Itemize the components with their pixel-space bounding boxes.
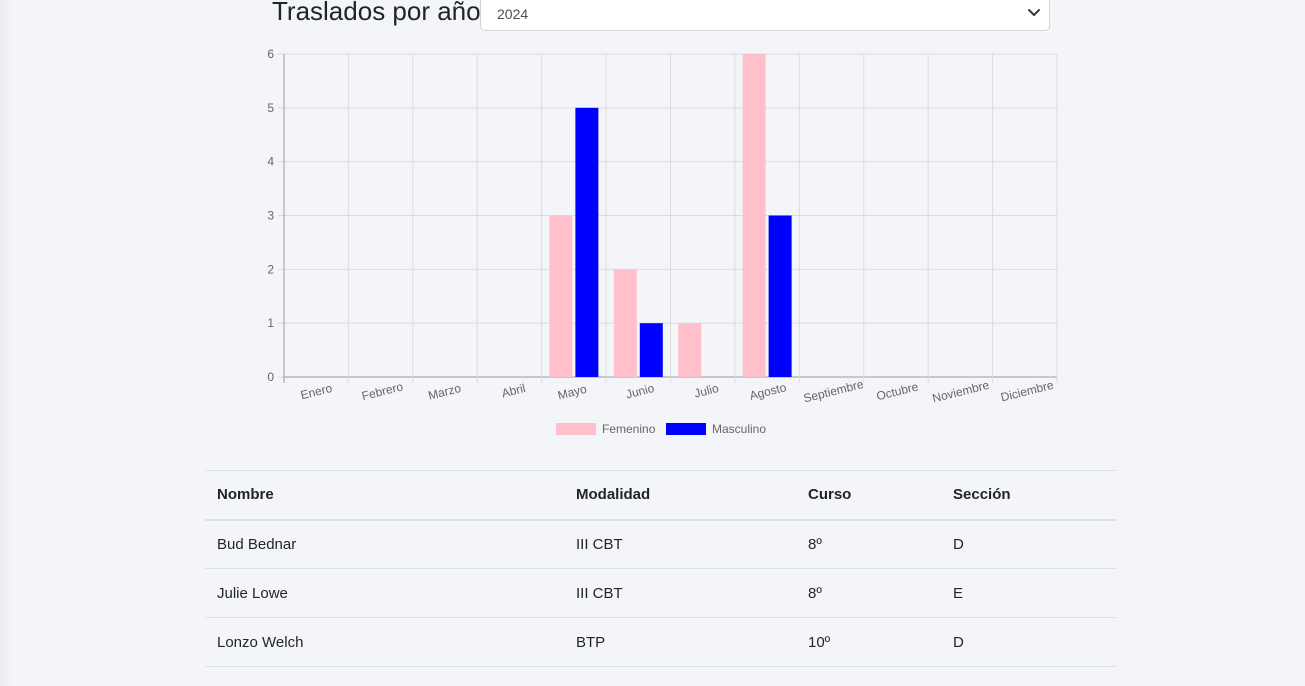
table-header-row: Nombre Modalidad Curso Sección (205, 470, 1116, 520)
year-select-value: 2024 (497, 6, 529, 22)
bar-masculino-junio (639, 323, 663, 377)
legend-swatch-femenino (556, 423, 596, 435)
chevron-down-icon (1028, 9, 1040, 16)
bar-femenino-agosto (742, 54, 766, 377)
cell-seccion: E (953, 584, 964, 602)
bar-femenino-junio (613, 269, 637, 377)
column-header-nombre[interactable]: Nombre (217, 486, 274, 504)
bar-masculino-mayo (575, 107, 599, 377)
x-tick-label: Mayo (556, 382, 588, 403)
y-tick-label: 1 (267, 316, 274, 330)
cell-modalidad: III CBT (576, 535, 623, 553)
column-header-curso[interactable]: Curso (808, 486, 852, 504)
cell-nombre: Lonzo Welch (217, 633, 304, 651)
y-tick-label: 5 (267, 101, 274, 115)
x-tick-label: Febrero (360, 379, 404, 403)
bar-femenino-mayo (549, 215, 573, 377)
x-tick-label: Abril (500, 381, 527, 400)
x-tick-label: Noviembre (931, 378, 991, 406)
page-edge-shadow (0, 0, 12, 686)
bar-femenino-julio (678, 323, 702, 377)
cell-curso: 8º (808, 584, 822, 602)
year-select[interactable]: 2024 (480, 0, 1050, 31)
bar-chart: 0 1 2 3 4 5 6 Enero Febrero Marzo Abril Mayo Junio Ju… (267, 47, 1058, 436)
column-header-seccion[interactable]: Sección (953, 486, 1011, 504)
x-tick-label: Septiembre (802, 377, 865, 406)
table-row: Bud Bednar III CBT 8º D (205, 520, 1116, 569)
x-tick-label: Diciembre (999, 378, 1055, 405)
traslados-table: Nombre Modalidad Curso Sección Bud Bedna… (205, 470, 1116, 667)
cell-nombre: Bud Bednar (217, 535, 297, 553)
cell-seccion: D (953, 535, 964, 553)
y-tick-label: 0 (267, 370, 274, 384)
legend-swatch-masculino (666, 423, 706, 435)
cell-nombre: Julie Lowe (217, 584, 288, 602)
x-tick-label: Junio (624, 381, 656, 402)
table-row: Julie Lowe III CBT 8º E (205, 569, 1116, 618)
x-tick-label: Octubre (875, 379, 920, 403)
x-tick-label: Agosto (748, 380, 788, 403)
y-tick-label: 4 (267, 155, 274, 169)
bar-masculino-agosto (768, 215, 792, 377)
column-header-modalidad[interactable]: Modalidad (576, 486, 651, 504)
x-tick-label: Marzo (427, 381, 463, 403)
cell-curso: 8º (808, 535, 822, 553)
x-tick-label: Enero (299, 381, 334, 402)
table-row: Lonzo Welch BTP 10º D (205, 618, 1116, 667)
cell-modalidad: BTP (576, 633, 606, 651)
y-tick-label: 6 (267, 47, 274, 61)
y-tick-label: 3 (267, 209, 274, 223)
cell-seccion: D (953, 633, 964, 651)
legend-label-masculino: Masculino (712, 422, 766, 436)
x-tick-label: Julio (693, 381, 721, 401)
legend-label-femenino: Femenino (602, 422, 656, 436)
page-title: Traslados por año (272, 0, 481, 26)
cell-curso: 10º (808, 633, 831, 651)
cell-modalidad: III CBT (576, 584, 623, 602)
y-tick-label: 2 (267, 262, 274, 276)
